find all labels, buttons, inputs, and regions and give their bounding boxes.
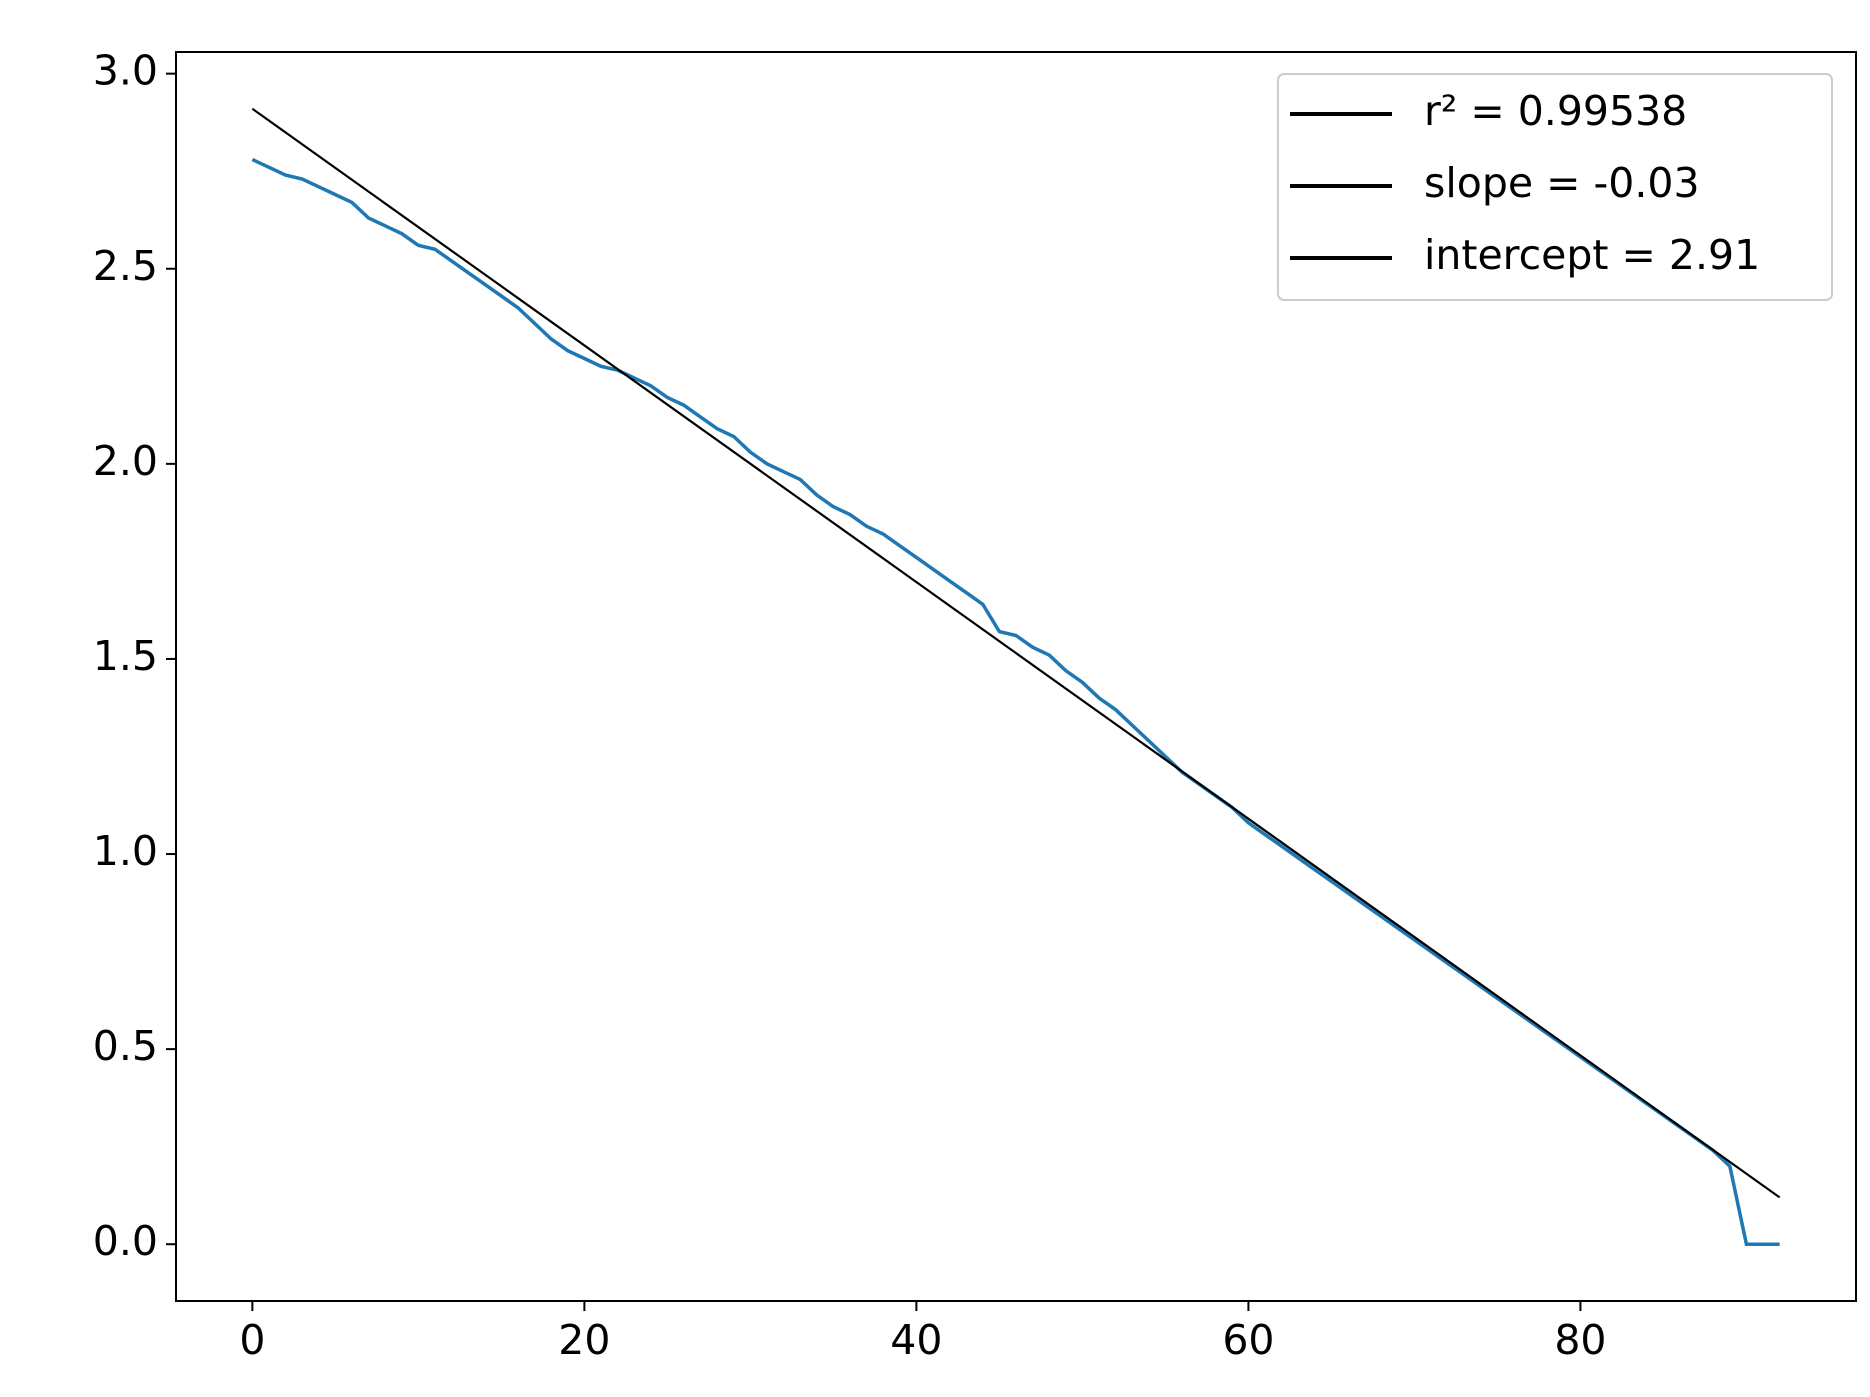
plot-frame	[175, 51, 1857, 1302]
x-tick-label: 20	[558, 1316, 610, 1364]
legend-label: slope = -0.03	[1424, 159, 1700, 207]
y-tick-label: 2.0	[93, 437, 158, 485]
y-tick-label: 0.0	[93, 1217, 158, 1265]
legend-label: r² = 0.99538	[1424, 87, 1687, 135]
x-tick-label: 80	[1554, 1316, 1606, 1364]
y-tick-label: 3.0	[93, 47, 158, 95]
x-tick-label: 60	[1222, 1316, 1274, 1364]
y-tick-label: 2.5	[93, 242, 158, 290]
x-tick-label: 0	[239, 1316, 265, 1364]
legend-box	[1277, 73, 1833, 301]
data-line	[251, 157, 1780, 1246]
legend-label: intercept = 2.91	[1424, 231, 1760, 279]
y-tick-label: 1.5	[93, 632, 158, 680]
y-tick-label: 1.0	[93, 827, 158, 875]
data-line	[251, 107, 1781, 1199]
x-tick-label: 40	[890, 1316, 942, 1364]
y-tick-label: 0.5	[93, 1022, 158, 1070]
